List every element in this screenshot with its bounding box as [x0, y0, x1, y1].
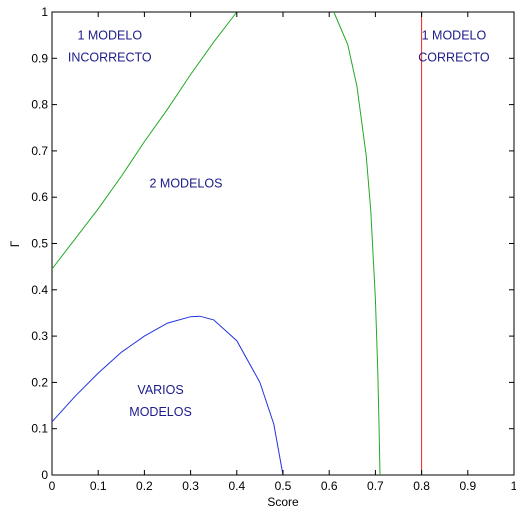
y-tick-label: 0.6 — [31, 190, 48, 204]
y-tick-label: 0.4 — [31, 283, 48, 297]
region-label: VARIOS — [137, 383, 183, 397]
x-tick-label: 0.2 — [136, 479, 153, 493]
region-label: 2 MODELOS — [150, 176, 223, 190]
series-line-1 — [51, 315, 284, 476]
region-label: CORRECTO — [418, 51, 490, 65]
x-tick-label: 0.5 — [275, 479, 292, 493]
series-layer — [51, 11, 423, 476]
x-tick-label: 0.8 — [413, 479, 430, 493]
y-tick-label: 0.1 — [31, 422, 48, 436]
region-label: 1 MODELO — [422, 29, 487, 43]
x-axis-ticks: 0 0.1 0.2 0.3 0.4 0.5 0.6 0.7 0.8 0.9 1 — [49, 12, 516, 493]
x-tick-label: 0 — [49, 479, 56, 493]
region-label: 1 MODELO — [77, 29, 142, 43]
y-tick-label: 0.8 — [31, 98, 48, 112]
y-tick-label: 1 — [41, 5, 48, 19]
y-tick-label: 0.3 — [31, 329, 48, 343]
y-tick-label: 0.2 — [31, 375, 48, 389]
series-line-3 — [333, 11, 381, 476]
series-line-2 — [51, 11, 238, 270]
x-tick-label: 1 — [511, 479, 516, 493]
plot-area — [51, 11, 515, 476]
y-tick-label: 0.7 — [31, 144, 48, 158]
x-tick-label: 0.4 — [228, 479, 245, 493]
x-tick-label: 0.1 — [90, 479, 107, 493]
region-label: MODELOS — [129, 405, 192, 419]
region-label: INCORRECTO — [68, 51, 152, 65]
y-tick-label: 0.9 — [31, 51, 48, 65]
x-tick-label: 0.9 — [459, 479, 476, 493]
y-tick-label: 0.5 — [31, 237, 48, 251]
y-axis-label: Γ — [8, 240, 22, 247]
y-axis-ticks: 0 0.1 0.2 0.3 0.4 0.5 0.6 0.7 0.8 0.9 1 — [31, 5, 514, 482]
x-tick-label: 0.7 — [367, 479, 384, 493]
region-annotations: 1 MODELO INCORRECTO 1 MODELO CORRECTO 2 MODE… — [68, 29, 490, 419]
x-tick-label: 0.6 — [321, 479, 338, 493]
y-tick-label: 0 — [41, 468, 48, 482]
x-axis-label: Score — [267, 495, 299, 509]
x-tick-label: 0.3 — [182, 479, 199, 493]
